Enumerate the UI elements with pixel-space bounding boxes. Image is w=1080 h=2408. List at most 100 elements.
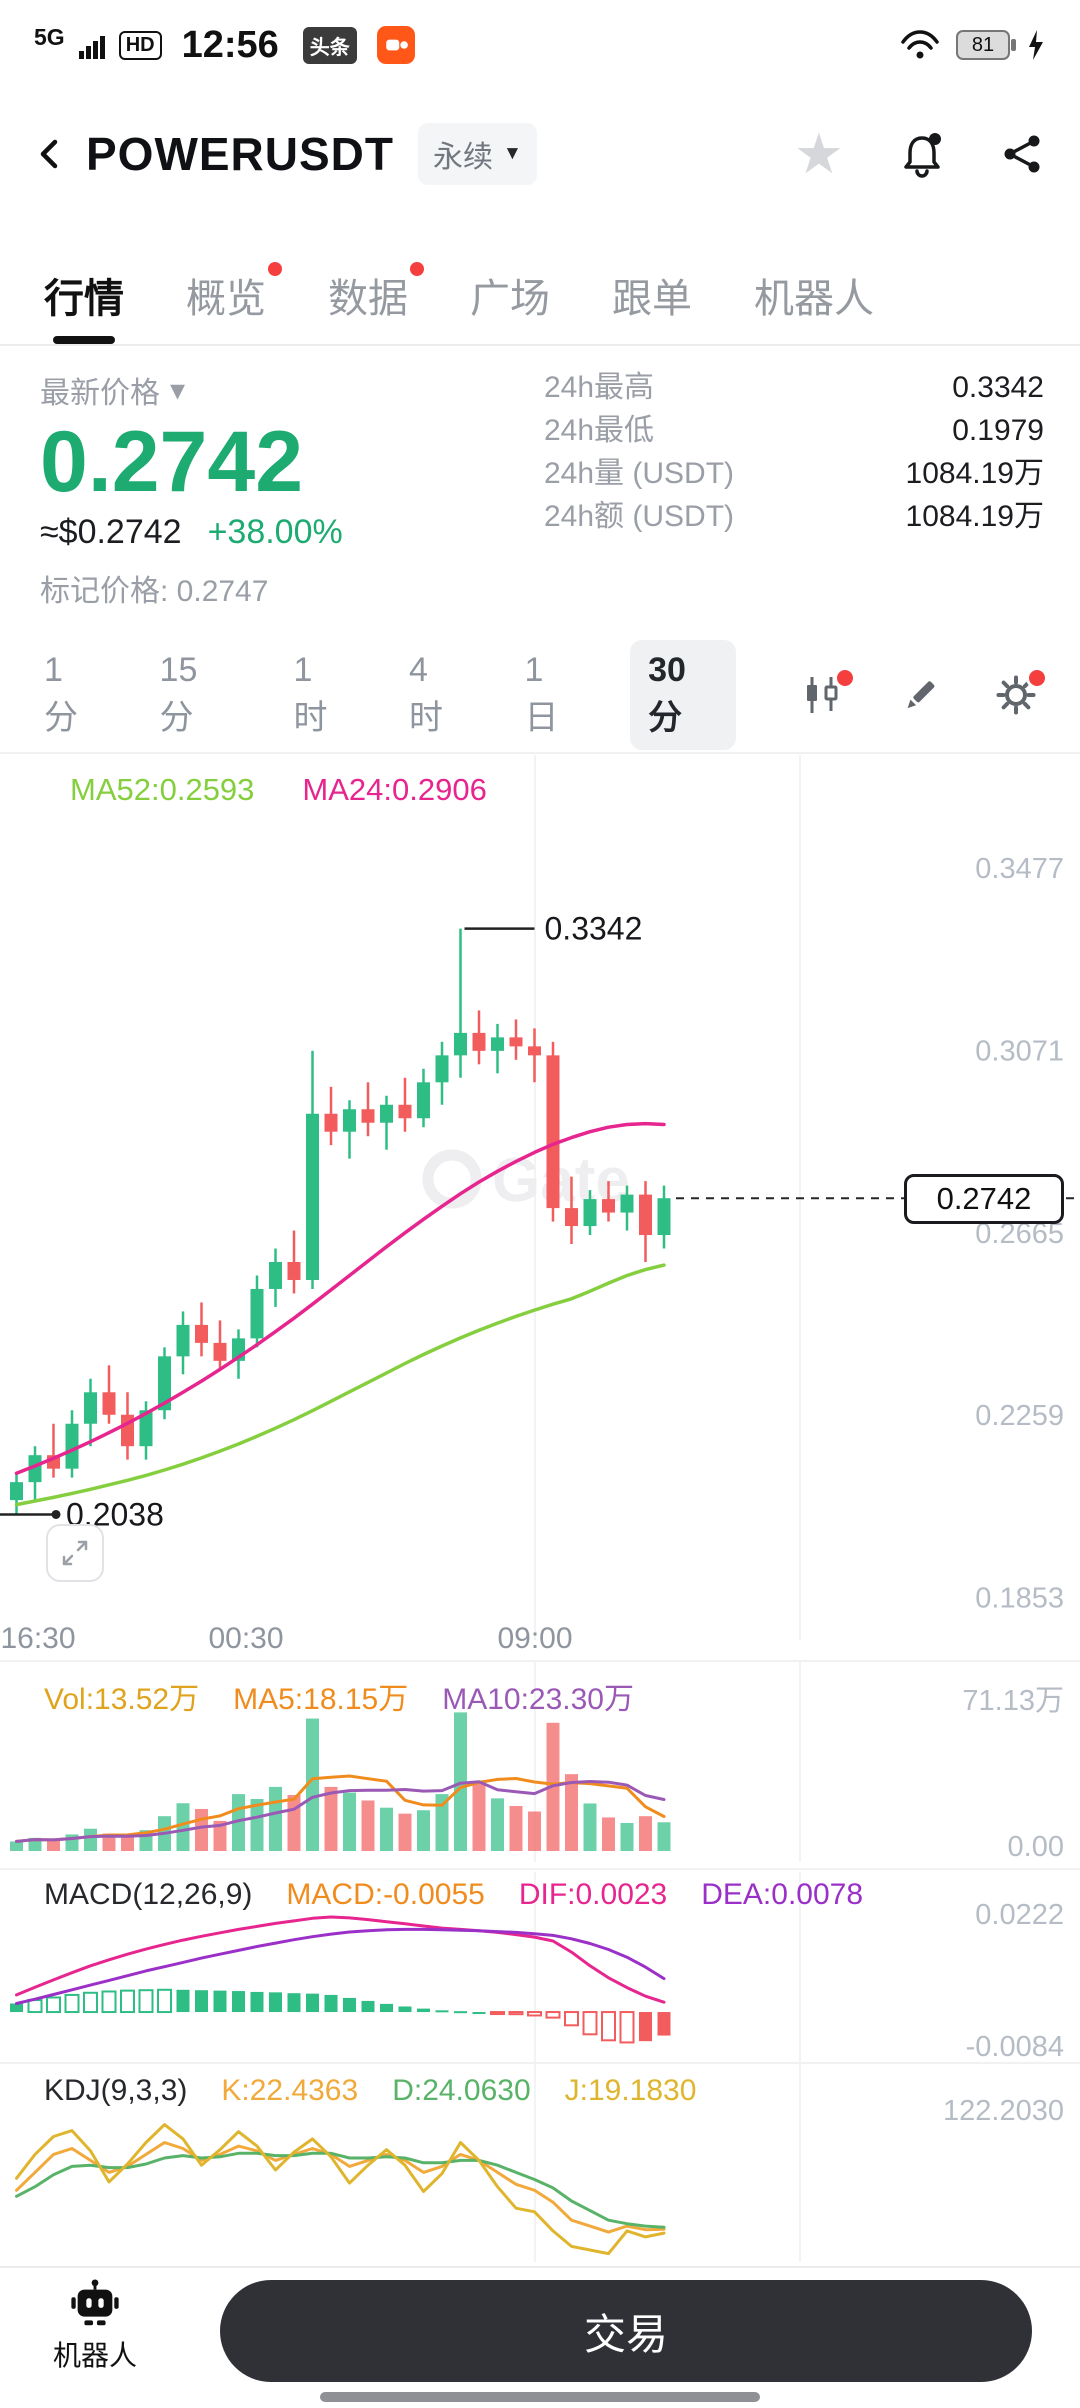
candlestick-chart[interactable]: Gate0.34770.30710.26650.22590.18530.3342… xyxy=(0,755,1080,1640)
x-axis: 16:30 00:30 09:00 xyxy=(0,1622,1080,1662)
macd-histogram-bar xyxy=(101,1990,117,2014)
notification-dot xyxy=(410,262,424,276)
candle-body xyxy=(158,1356,171,1411)
notification-dot xyxy=(268,262,282,276)
header-icons: ★ xyxy=(794,126,1046,182)
expand-chart-button[interactable] xyxy=(46,1524,104,1582)
tab-market[interactable]: 行情 xyxy=(44,246,124,344)
price-panel: 最新价格 ▾ 0.2742 ≈$0.2742 +38.00% 标记价格: 0.2… xyxy=(0,346,1080,636)
volume-bar xyxy=(380,1807,393,1851)
candle-body xyxy=(435,1055,449,1083)
volume-chart[interactable]: 71.13万 0.00 xyxy=(0,1662,1080,1862)
x-axis-label: 09:00 xyxy=(497,1622,573,1655)
macd-histogram-bar xyxy=(601,2011,616,2042)
ma52-label: MA52:0.2593 xyxy=(70,772,255,807)
indicator-line xyxy=(14,1263,666,1507)
timeframe-1m[interactable]: 1分 xyxy=(44,651,78,737)
tab-square[interactable]: 广场 xyxy=(470,246,550,344)
tab-data[interactable]: 数据 xyxy=(328,246,424,344)
bot-button[interactable]: 机器人 xyxy=(40,2278,150,2374)
macd-histogram-bar xyxy=(269,1992,282,2013)
macd-legend[interactable]: MACD(12,26,9) MACD:-0.0055 DIF:0.0023 DE… xyxy=(44,1878,863,1912)
share-icon[interactable] xyxy=(1000,131,1046,177)
tab-bots[interactable]: 机器人 xyxy=(754,246,874,344)
dif-label: DIF:0.0023 xyxy=(518,1878,668,1911)
candle-body xyxy=(306,1113,319,1280)
macd-histogram-bar xyxy=(472,2012,486,2015)
candle-body xyxy=(287,1262,301,1280)
tab-copy-trading[interactable]: 跟单 xyxy=(612,246,692,344)
nav-tabs: 行情 概览 数据 广场 跟单 机器人 xyxy=(0,246,1080,346)
candle-body xyxy=(250,1288,264,1339)
tab-overview[interactable]: 概览 xyxy=(186,246,282,344)
charging-bolt-icon xyxy=(1029,30,1043,60)
header: POWERUSDT 永续 ▼ ★ xyxy=(0,90,1080,218)
battery-icon: 81 xyxy=(956,30,1016,60)
mark-price: 标记价格: 0.2747 xyxy=(40,575,269,609)
latest-price-label: 最新价格 xyxy=(40,377,160,410)
chart-style-button[interactable] xyxy=(800,667,856,715)
candle-body xyxy=(398,1104,412,1119)
macd-histogram-bar xyxy=(564,2011,579,2027)
volume-bar xyxy=(84,1828,97,1851)
axis-label: -0.0084 xyxy=(966,2031,1064,2063)
timeframe-15m[interactable]: 15分 xyxy=(159,651,198,737)
macd-histogram-bar xyxy=(380,2003,393,2013)
trade-button[interactable]: 交易 xyxy=(220,2280,1032,2382)
divider xyxy=(0,2062,1080,2064)
macd-histogram-bar xyxy=(324,1994,338,2013)
pair-title: POWERUSDT xyxy=(86,128,394,180)
volume-bar xyxy=(10,1841,23,1851)
timeframe-selected-30m[interactable]: 30分 xyxy=(630,640,736,750)
latest-price-selector[interactable]: 最新价格 ▾ xyxy=(40,368,343,412)
alert-bell-icon[interactable] xyxy=(900,130,944,178)
network-type: 5G xyxy=(34,23,65,50)
kdj-legend[interactable]: KDJ(9,3,3) K:22.4363 D:24.0630 J:19.1830 xyxy=(44,2074,696,2108)
volume-bar xyxy=(361,1800,375,1851)
volume-bar xyxy=(528,1811,541,1851)
volume-legend[interactable]: Vol:13.52万 MA5:18.15万 MA10:23.30万 xyxy=(44,1674,634,1718)
candle-body xyxy=(176,1324,190,1357)
stat-row: 24h最低 0.1979 xyxy=(544,415,1044,446)
x-axis-label: 00:30 xyxy=(208,1622,284,1655)
stats-block: 24h最高 0.3342 24h最低 0.1979 24h量 (USDT) 10… xyxy=(544,372,1044,532)
volume-bar xyxy=(343,1792,356,1851)
axis-label: 0.1853 xyxy=(975,1583,1064,1615)
favorite-star-icon[interactable]: ★ xyxy=(793,122,844,185)
bottom-bar: 机器人 交易 xyxy=(0,2266,1080,2408)
candle-body xyxy=(380,1104,393,1123)
macd-histogram-bar xyxy=(157,1988,172,2014)
kdj-chart[interactable]: 122.2030 xyxy=(0,2064,1080,2262)
vol-ma5-label: MA5:18.15万 xyxy=(233,1683,409,1716)
drawing-tools-button[interactable] xyxy=(900,675,940,715)
macd-histogram-bar xyxy=(582,2011,598,2036)
macd-histogram-bar xyxy=(527,2011,542,2017)
macd-chart[interactable]: 0.0222 -0.0084 xyxy=(0,1872,1080,2064)
stat-label: 24h最低 xyxy=(544,414,655,447)
stat-row: 24h最高 0.3342 xyxy=(544,372,1044,403)
stat-label: 24h量 (USDT) xyxy=(544,457,735,490)
macd-histogram-bar xyxy=(27,1999,43,2014)
timeframe-1h[interactable]: 1时 xyxy=(293,651,328,737)
kuaishou-badge xyxy=(376,26,415,64)
macd-histogram-bar xyxy=(454,2011,467,2014)
contract-type-selector[interactable]: 永续 ▼ xyxy=(418,123,537,185)
toutiao-badge: 头条 xyxy=(302,26,357,64)
macd-histogram-bar xyxy=(120,1989,135,2014)
back-button[interactable] xyxy=(34,134,66,174)
home-indicator[interactable] xyxy=(320,2392,760,2402)
ma24-label: MA24:0.2906 xyxy=(302,772,487,807)
candle-body xyxy=(454,1032,467,1056)
chart-settings-button[interactable] xyxy=(996,667,1048,715)
timeframe-1d[interactable]: 1日 xyxy=(524,651,559,737)
macd-histogram-bar xyxy=(176,1989,190,2013)
timeframe-4h[interactable]: 4时 xyxy=(409,651,443,737)
tab-label: 概览 xyxy=(186,277,266,321)
macd-name-label: MACD(12,26,9) xyxy=(44,1878,253,1911)
j-label: J:19.1830 xyxy=(564,2074,697,2107)
volume-bar xyxy=(121,1837,134,1851)
candle-body xyxy=(491,1037,504,1051)
pencil-icon xyxy=(907,681,935,709)
axis-label: 122.2030 xyxy=(943,2095,1064,2127)
